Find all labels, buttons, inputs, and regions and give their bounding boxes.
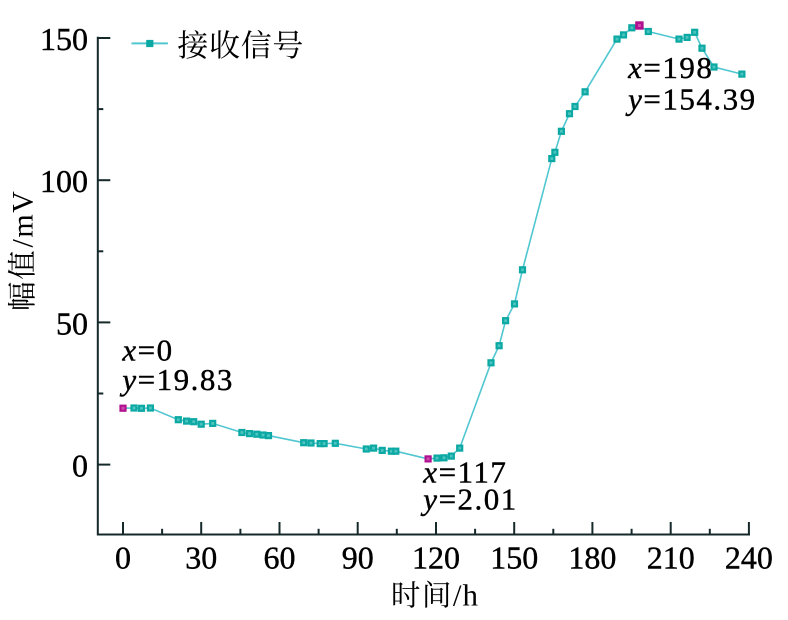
svg-text:0: 0	[72, 448, 88, 484]
svg-text:x=117: x=117	[422, 455, 507, 490]
svg-text:60: 60	[264, 539, 296, 575]
svg-text:120: 120	[412, 539, 460, 575]
svg-text:y=2.01: y=2.01	[420, 481, 518, 516]
svg-text:90: 90	[342, 539, 374, 575]
svg-text:180: 180	[568, 539, 616, 575]
svg-text:240: 240	[725, 539, 773, 575]
svg-text:y=154.39: y=154.39	[625, 81, 757, 116]
svg-text:150: 150	[490, 539, 538, 575]
svg-text:y=19.83: y=19.83	[119, 362, 233, 397]
svg-text:/mV: /mV	[7, 190, 40, 248]
svg-text:30: 30	[185, 539, 217, 575]
svg-text:x=198: x=198	[627, 50, 713, 85]
svg-text:100: 100	[40, 163, 88, 199]
svg-text:/h: /h	[453, 578, 479, 613]
svg-text:50: 50	[56, 305, 88, 341]
svg-text:150: 150	[40, 21, 88, 57]
svg-text:0: 0	[115, 539, 131, 575]
svg-text:x=0: x=0	[121, 333, 173, 368]
svg-text:210: 210	[647, 539, 695, 575]
